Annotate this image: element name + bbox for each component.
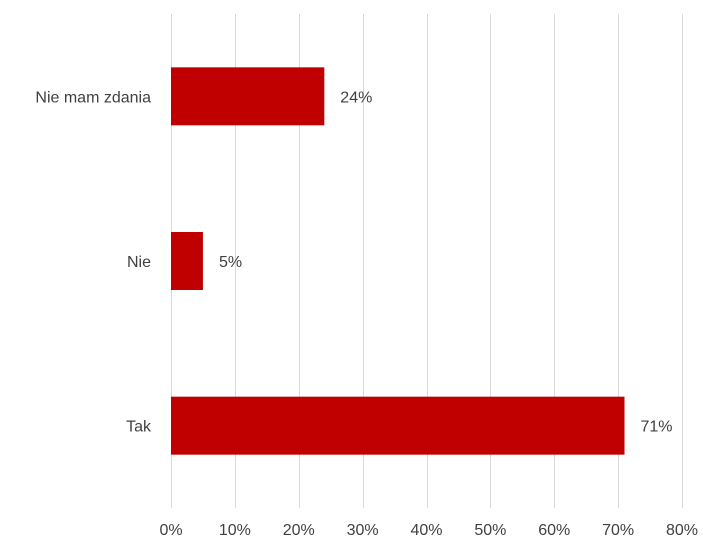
bar-tak <box>171 396 625 455</box>
value-axis-tick-labels: 0% 10% 20% 30% 40% 50% 60% 70% 80% <box>159 522 698 539</box>
data-label-nie: 5% <box>219 254 242 271</box>
bar-nie <box>171 232 203 290</box>
x-tick-label-30: 30% <box>347 522 379 539</box>
data-label-tak: 71% <box>641 419 673 436</box>
x-tick-label-80: 80% <box>666 522 698 539</box>
data-label-nie-mam-zdania: 24% <box>340 89 372 106</box>
category-axis-labels: Nie mam zdania Nie Tak <box>35 89 152 435</box>
category-label-nie: Nie <box>127 254 151 271</box>
bars <box>171 67 625 455</box>
x-tick-label-40: 40% <box>410 522 442 539</box>
x-tick-label-50: 50% <box>474 522 506 539</box>
x-tick-label-10: 10% <box>219 522 251 539</box>
category-label-nie-mam-zdania: Nie mam zdania <box>35 89 151 106</box>
x-tick-label-0: 0% <box>159 522 182 539</box>
bar-nie-mam-zdania <box>171 67 325 126</box>
x-tick-label-70: 70% <box>602 522 634 539</box>
data-labels: 24% 5% 71% <box>219 89 673 435</box>
category-label-tak: Tak <box>126 419 152 436</box>
x-tick-label-60: 60% <box>538 522 570 539</box>
x-tick-label-20: 20% <box>283 522 315 539</box>
